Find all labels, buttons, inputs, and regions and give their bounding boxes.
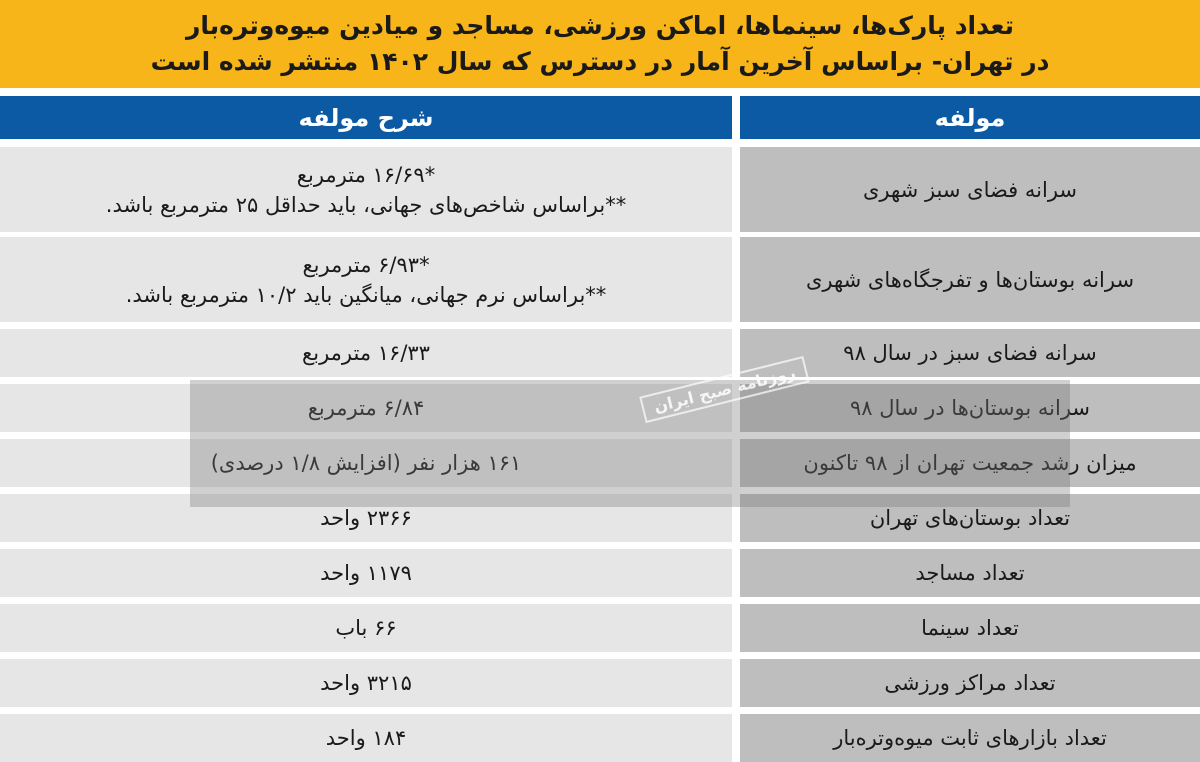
cell-value: ۲۳۶۶ واحد	[320, 506, 412, 530]
table-cell-indicator: تعداد بازارهای ثابت میوه‌وتره‌بار	[740, 714, 1200, 762]
table-cell-description: ۶/۸۴ مترمربع	[0, 384, 732, 432]
cell-value: ۱۱۷۹ واحد	[320, 561, 412, 585]
table-cell-description: *۱۶/۶۹ مترمربع **براساس شاخص‌های جهانی، ب…	[0, 147, 732, 232]
table-cell-description: ۱۱۷۹ واحد	[0, 549, 732, 597]
header-indicator: مولفه	[740, 96, 1200, 139]
cell-note: **براساس نرم جهانی، میانگین باید ۱۰/۲ مت…	[125, 282, 607, 307]
table-cell-indicator: تعداد مراکز ورزشی	[740, 659, 1200, 707]
table-cell-indicator: سرانه بوستان‌ها در سال ۹۸	[740, 384, 1200, 432]
table-cell-description: ۶۶ باب	[0, 604, 732, 652]
table-cell-description: ۱۶/۳۳ مترمربع	[0, 329, 732, 377]
title-line-1: تعداد پارک‌ها، سینماها، اماکن ورزشی، مسا…	[185, 11, 1015, 40]
cell-value: ۶/۸۴ مترمربع	[307, 396, 425, 420]
cell-value: ۳۲۱۵ واحد	[320, 671, 412, 695]
table-cell-indicator: تعداد سینما	[740, 604, 1200, 652]
cell-value: ۶۶ باب	[335, 616, 397, 640]
watermark-logo	[190, 380, 1070, 507]
table-cell-description: ۱۸۴ واحد	[0, 714, 732, 762]
cell-note: **براساس شاخص‌های جهانی، باید حداقل ۲۵ م…	[105, 192, 627, 217]
table-cell-description: ۳۲۱۵ واحد	[0, 659, 732, 707]
table-cell-indicator: تعداد بوستان‌های تهران	[740, 494, 1200, 542]
cell-value: *۱۶/۶۹ مترمربع	[296, 162, 436, 187]
cell-value: ۱۶/۳۳ مترمربع	[302, 341, 430, 365]
table-cell-description: ۱۶۱ هزار نفر (افزایش ۱/۸ درصدی)	[0, 439, 732, 487]
table-cell-indicator: میزان رشد جمعیت تهران از ۹۸ تاکنون	[740, 439, 1200, 487]
table-cell-description: ۲۳۶۶ واحد	[0, 494, 732, 542]
table-cell-indicator: سرانه بوستان‌ها و تفرجگاه‌های شهری	[740, 237, 1200, 322]
cell-value: ۱۶۱ هزار نفر (افزایش ۱/۸ درصدی)	[210, 451, 522, 475]
table-cell-description: *۶/۹۳ مترمربع **براساس نرم جهانی، میانگین…	[0, 237, 732, 322]
header-description: شرح مولفه	[0, 96, 732, 139]
table-cell-indicator: سرانه فضای سبز در سال ۹۸	[740, 329, 1200, 377]
cell-value: ۱۸۴ واحد	[325, 726, 407, 750]
title-banner: تعداد پارک‌ها، سینماها، اماکن ورزشی، مسا…	[0, 0, 1200, 88]
title-line-2: در تهران- براساس آخرین آمار در دسترس که …	[150, 47, 1050, 76]
table-cell-indicator: سرانه فضای سبز شهری	[740, 147, 1200, 232]
table-cell-indicator: تعداد مساجد	[740, 549, 1200, 597]
cell-value: *۶/۹۳ مترمربع	[302, 252, 430, 277]
